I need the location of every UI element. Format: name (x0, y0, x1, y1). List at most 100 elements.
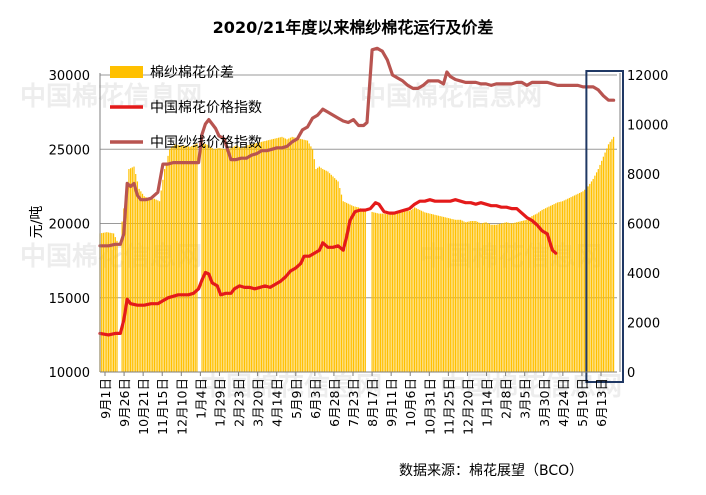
spread-bar (499, 223, 501, 372)
spread-bar (155, 199, 157, 372)
spread-bar (362, 209, 365, 372)
spread-bar (561, 201, 564, 372)
spread-bar (582, 191, 584, 372)
spread-bar (558, 202, 560, 372)
spread-bar (592, 178, 594, 372)
spread-bar (575, 194, 577, 372)
spread-bar (189, 146, 191, 372)
spread-bar (451, 218, 453, 372)
spread-bar (243, 146, 246, 372)
spread-bar (152, 198, 154, 372)
spread-bar (493, 224, 496, 372)
spread-bar (419, 209, 421, 372)
spread-bar (182, 145, 184, 372)
spread-bar (225, 149, 227, 372)
spread-bar (317, 167, 319, 372)
spread-bar (356, 207, 358, 372)
spread-bar (162, 179, 164, 372)
spread-bar (344, 202, 346, 372)
spread-bar (301, 139, 303, 372)
spread-bar (157, 200, 159, 372)
spread-bar (565, 199, 567, 372)
spread-bar (424, 212, 426, 372)
spread-bar (209, 146, 212, 372)
spread-bar (483, 222, 485, 372)
spread-bar (203, 143, 205, 372)
spread-bar (311, 149, 314, 372)
x-tick-label: 12月20日 (460, 378, 475, 435)
spread-bar (507, 222, 509, 372)
spread-bar (271, 139, 273, 372)
spread-bar (570, 197, 572, 372)
spread-bar (357, 207, 360, 372)
spread-bar (522, 220, 525, 372)
spread-bar (422, 211, 424, 372)
spread-bar (351, 205, 353, 372)
spread-bar (337, 181, 339, 372)
spread-bar (580, 192, 582, 372)
spread-bar (349, 204, 351, 372)
spread-bar (429, 213, 431, 372)
spread-bar (371, 211, 373, 372)
spread-bar (233, 146, 235, 372)
spread-bar (262, 141, 264, 372)
spread-bar (517, 221, 519, 372)
spread-bar (439, 216, 441, 372)
cotton-index-line (98, 198, 558, 337)
spread-bar (393, 213, 395, 372)
spread-bar (250, 144, 252, 372)
spread-bar (211, 148, 213, 372)
spread-bar (441, 216, 443, 372)
spread-bar (546, 207, 548, 372)
spread-bar (475, 221, 477, 372)
x-tick-label: 6月13日 (594, 378, 609, 427)
spread-bar (543, 209, 545, 372)
spread-bar (534, 214, 536, 372)
spread-bar (407, 210, 409, 372)
spread-bar (327, 171, 329, 372)
spread-bar (425, 212, 428, 372)
spread-bar (459, 219, 462, 372)
spread-bar (230, 148, 232, 372)
spread-bar (293, 137, 295, 372)
spread-bar (107, 232, 110, 372)
spread-bar (238, 147, 241, 372)
spread-bar (277, 137, 280, 372)
spread-bar (141, 193, 144, 372)
spread-bar (150, 198, 152, 372)
spread-bar (398, 211, 400, 372)
spread-bar (112, 233, 115, 372)
right-tick-label: 8000 (627, 168, 660, 183)
spread-bar (116, 240, 118, 372)
x-tick-label: 10月6日 (403, 378, 418, 427)
spread-bar (417, 209, 419, 372)
spread-bar (140, 191, 142, 372)
spread-bar (153, 198, 156, 372)
spread-bar (148, 198, 150, 372)
spread-bar (223, 148, 225, 372)
spread-bar (235, 145, 237, 372)
spread-bar (204, 143, 207, 372)
spread-bar (461, 220, 463, 372)
spread-bar (589, 183, 591, 372)
spread-bar (436, 215, 438, 372)
spread-bar (192, 145, 195, 372)
spread-bar (279, 137, 281, 372)
spread-bar (170, 147, 173, 372)
spread-bar (294, 137, 297, 372)
spread-bar (364, 210, 366, 372)
spread-bar (252, 143, 254, 372)
spread-bar (587, 186, 589, 372)
spread-bar (466, 221, 468, 372)
spread-bar (408, 211, 411, 372)
spread-bar (334, 178, 336, 372)
spread-bar (260, 141, 263, 372)
spread-bar (361, 209, 363, 372)
spread-bar (374, 212, 377, 372)
spread-bar (184, 145, 186, 372)
spread-bar (247, 145, 249, 372)
spread-bar (555, 203, 557, 372)
spread-bar (391, 214, 394, 372)
spread-bar (213, 149, 215, 372)
